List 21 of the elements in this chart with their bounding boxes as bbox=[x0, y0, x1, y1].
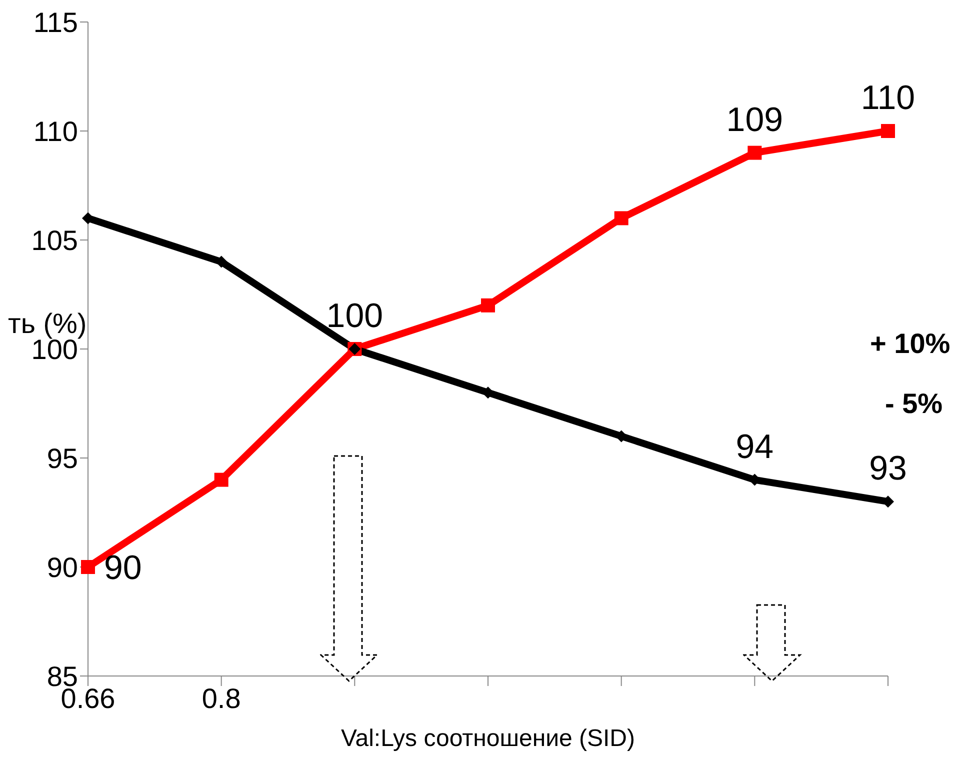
annotation: + 10% bbox=[870, 328, 950, 360]
annotation: - 5% bbox=[885, 388, 943, 420]
point bbox=[81, 560, 95, 574]
point bbox=[214, 472, 228, 487]
data-label: 93 bbox=[869, 450, 907, 488]
point bbox=[481, 298, 495, 312]
point bbox=[881, 124, 895, 138]
data-label: 110 bbox=[860, 79, 916, 117]
data-label: 90 bbox=[104, 549, 142, 587]
point bbox=[614, 211, 628, 226]
data-label: 109 bbox=[726, 100, 784, 139]
y-tick-label: 110 bbox=[33, 116, 78, 147]
x-axis-title: Val:Lys соотношение (SID) bbox=[341, 725, 635, 752]
x-tick-label: 0.8 bbox=[202, 682, 241, 714]
point bbox=[748, 146, 762, 160]
y-tick-label: 105 bbox=[31, 224, 78, 256]
data-label: 100 bbox=[326, 297, 384, 335]
y-tick-label: 115 bbox=[33, 6, 78, 38]
y-tick-label: 90 bbox=[46, 552, 78, 583]
data-label: 94 bbox=[736, 428, 774, 466]
y-tick-label: 95 bbox=[46, 442, 78, 474]
